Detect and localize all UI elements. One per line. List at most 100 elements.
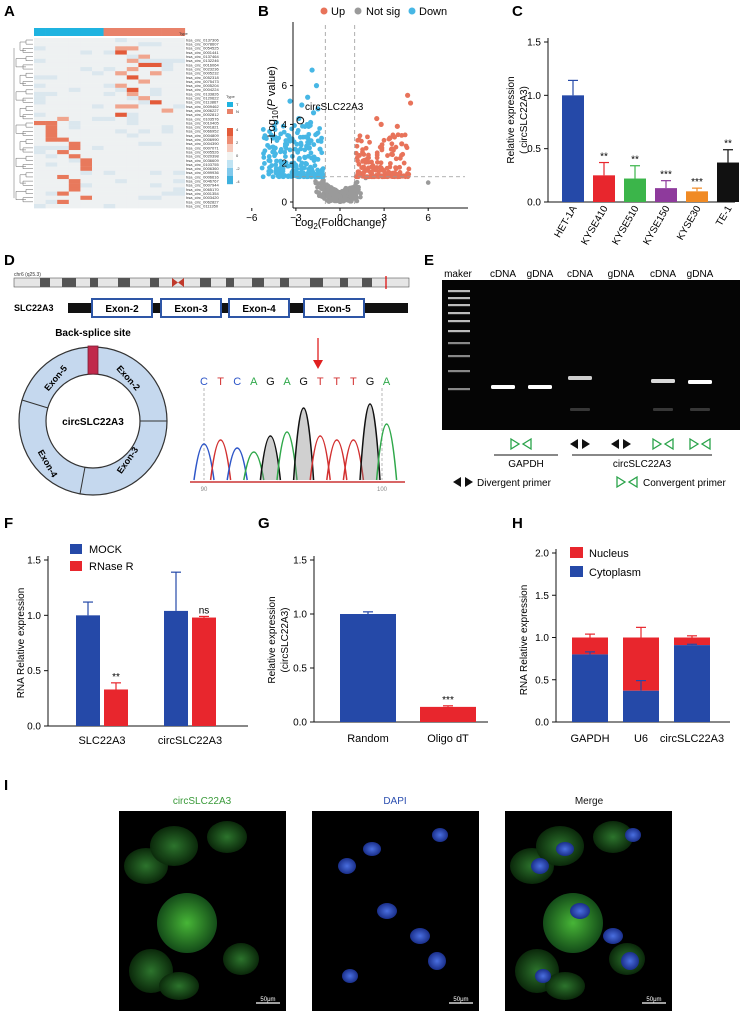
gel-panel: maker cDNA gDNA cDNA gDNA cDNA gDNA GAPDH circ… bbox=[442, 269, 740, 489]
volcano-point-notsig bbox=[315, 184, 320, 190]
heatmap-cell bbox=[103, 54, 116, 59]
volcano-point-up bbox=[378, 121, 384, 127]
heatmap-cell bbox=[115, 71, 128, 76]
volcano-point-up bbox=[378, 160, 384, 166]
heatmap-cell bbox=[68, 145, 81, 151]
heatmap-cell bbox=[150, 79, 162, 84]
panel-label-a: A bbox=[4, 3, 15, 20]
heatmap-cell bbox=[138, 38, 151, 43]
heatmap-cell bbox=[103, 162, 116, 167]
heatmap-cell bbox=[138, 75, 151, 80]
heatmap-cell bbox=[173, 145, 186, 151]
heatmap-row-label: hsa_circ_0016064 bbox=[186, 62, 219, 67]
cell-nucleus bbox=[535, 969, 551, 983]
type-bar-cell bbox=[45, 28, 58, 36]
volcano-point-down bbox=[287, 147, 293, 153]
heatmap-cell bbox=[34, 38, 46, 43]
ideogram-band bbox=[90, 278, 98, 287]
convergent-primer-icon bbox=[652, 437, 663, 451]
ideogram-band bbox=[252, 278, 264, 287]
heatmap-cell bbox=[138, 199, 151, 205]
cell-nucleus bbox=[428, 952, 446, 970]
heatmap-cell bbox=[68, 174, 81, 180]
heatmap-cell bbox=[173, 58, 186, 64]
ladder-band bbox=[448, 297, 470, 300]
divergent-primer-icon bbox=[582, 439, 590, 449]
heatmap-cell bbox=[45, 199, 58, 205]
color-scale-step bbox=[227, 144, 233, 153]
volcano-legend: Up Not sig Down bbox=[320, 6, 447, 18]
heatmap-cell bbox=[103, 125, 116, 130]
ladder-band bbox=[448, 342, 470, 345]
heatmap-cell bbox=[34, 125, 46, 130]
g-ylabel-gene: (circSLC22A3) bbox=[280, 607, 291, 672]
heatmap-cell bbox=[126, 170, 139, 176]
volcano-point-down bbox=[312, 163, 318, 168]
heatmap-cell bbox=[80, 50, 93, 55]
heatmap-cell bbox=[57, 42, 70, 47]
volcano-point-down bbox=[280, 123, 286, 129]
exon-2-box bbox=[91, 298, 153, 318]
trace-tick-90: 90 bbox=[201, 487, 208, 493]
f-bar bbox=[104, 689, 128, 726]
f-legend-swatch bbox=[70, 561, 82, 571]
heatmap-cell bbox=[173, 54, 186, 59]
volcano-point-down bbox=[270, 174, 276, 180]
f-ytick-label: 1.0 bbox=[27, 611, 41, 622]
heatmap-cell bbox=[138, 62, 151, 68]
volcano-point-up bbox=[387, 161, 393, 166]
heatmap-cell bbox=[103, 129, 116, 134]
heatmap-cell bbox=[126, 125, 139, 130]
h-ytick-label: 0.0 bbox=[535, 718, 549, 729]
ideogram-bands bbox=[40, 278, 372, 287]
heatmap-cell bbox=[115, 58, 128, 64]
c-bar bbox=[655, 188, 677, 202]
heatmap-cell bbox=[57, 179, 70, 184]
c-xtick-label: KYSE150 bbox=[641, 204, 672, 247]
volcano-point-notsig bbox=[318, 181, 323, 186]
heatmap-cell bbox=[45, 141, 58, 147]
dendrogram-branch bbox=[25, 155, 33, 161]
ideogram-band bbox=[200, 278, 211, 287]
cell-nucleus bbox=[603, 928, 623, 944]
heatmap-cell bbox=[57, 104, 70, 109]
heatmap-row-label: hsa_circ_0111350 bbox=[186, 203, 219, 208]
heatmap-cell bbox=[115, 54, 128, 59]
volcano-point-up bbox=[387, 164, 393, 170]
heatmap-cell bbox=[138, 50, 151, 55]
heatmap-cell bbox=[173, 46, 186, 51]
gel-band bbox=[688, 380, 712, 384]
heatmap-cell bbox=[103, 91, 116, 97]
heatmap-cell bbox=[45, 174, 58, 180]
c-ytick-label: 0.5 bbox=[527, 144, 541, 155]
heatmap-cell bbox=[68, 79, 81, 84]
scalebar-label: 50μm bbox=[260, 997, 275, 1003]
volcano-point-down bbox=[308, 150, 314, 156]
heatmap-cell bbox=[80, 67, 93, 72]
dendrogram-branch bbox=[15, 191, 26, 200]
gene-structure-panel: chr6 (q25.3) SLC22A3 Exon-2 Exon-3 Exon-… bbox=[13, 272, 410, 496]
volcano-point-down bbox=[262, 161, 267, 166]
heatmap-cell bbox=[126, 71, 139, 76]
heatmap-cell bbox=[34, 195, 46, 201]
heatmap-cell bbox=[45, 116, 58, 122]
heatmap-cell bbox=[173, 195, 186, 201]
heatmap-cell bbox=[68, 150, 81, 155]
c-significance: ** bbox=[724, 139, 732, 150]
volcano-point-down bbox=[310, 110, 317, 116]
g-ytick-label: 0.5 bbox=[293, 664, 307, 675]
sequence-letter: C bbox=[200, 376, 208, 388]
volcano-point-down bbox=[295, 148, 301, 154]
heatmap-row-label: hsa_circ_0006227 bbox=[186, 108, 219, 113]
heatmap-cell bbox=[45, 54, 58, 59]
volcano-point-down bbox=[300, 170, 306, 176]
heatmap-cell bbox=[80, 199, 93, 205]
convergent-primer-icon bbox=[700, 437, 711, 451]
heatmap-cell bbox=[161, 100, 174, 105]
cell-cytoplasm bbox=[157, 893, 217, 953]
legend-down-dot bbox=[408, 7, 416, 15]
heatmap-row-label: hsa_circ_0004224 bbox=[186, 87, 219, 92]
legend-down-label: Down bbox=[419, 6, 447, 18]
volcano-point-down bbox=[320, 166, 326, 172]
heatmap-cell bbox=[34, 79, 46, 84]
